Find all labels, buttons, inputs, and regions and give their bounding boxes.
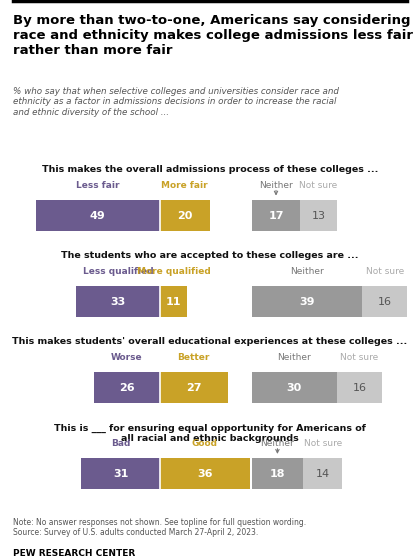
Text: 20: 20 [177,211,192,221]
Text: Neither: Neither [260,439,294,448]
Bar [160,372,228,403]
Text: More fair: More fair [161,181,208,190]
Text: 11: 11 [166,297,181,307]
Bar [252,372,337,403]
Text: Not sure: Not sure [340,353,378,362]
Bar [160,200,210,231]
Bar [36,200,160,231]
Bar [300,200,337,231]
Text: Good: Good [192,439,218,448]
Text: Better: Better [177,353,210,362]
Text: Worse: Worse [111,353,143,362]
Text: 16: 16 [352,383,366,393]
Text: 49: 49 [90,211,106,221]
Text: Not sure: Not sure [366,267,404,276]
Text: 33: 33 [110,297,126,307]
Text: % who say that when selective colleges and universities consider race and
ethnic: % who say that when selective colleges a… [13,87,339,116]
Text: 26: 26 [119,383,135,393]
Text: Neither: Neither [278,353,311,362]
Text: By more than two-to-one, Americans say considering
race and ethnicity makes coll: By more than two-to-one, Americans say c… [13,14,412,57]
Text: Less qualified: Less qualified [83,267,153,276]
Text: Neither: Neither [259,181,293,190]
Bar [303,459,342,489]
Bar [252,200,300,231]
Text: 13: 13 [311,211,326,221]
Text: The students who are accepted to these colleges are ...: The students who are accepted to these c… [61,251,359,260]
Bar [252,459,303,489]
Text: 36: 36 [197,469,213,479]
Text: 39: 39 [299,297,315,307]
Text: 14: 14 [315,469,330,479]
Text: This makes the overall admissions process of these colleges ...: This makes the overall admissions proces… [42,165,378,174]
Text: 18: 18 [270,469,285,479]
Bar [160,459,250,489]
Text: This is ___ for ensuring equal opportunity for Americans of
all racial and ethni: This is ___ for ensuring equal opportuni… [54,423,366,443]
Text: Not sure: Not sure [299,181,338,190]
Text: Note: No answer responses not shown. See topline for full question wording.
Sour: Note: No answer responses not shown. See… [13,518,306,538]
Text: Neither: Neither [290,267,324,276]
Text: 17: 17 [268,211,284,221]
Text: 31: 31 [113,469,128,479]
Text: 27: 27 [186,383,201,393]
Text: This makes students' overall educational experiences at these colleges ...: This makes students' overall educational… [12,337,408,347]
Bar [252,286,362,317]
Text: Bad: Bad [111,439,130,448]
Text: 30: 30 [287,383,302,393]
Bar [362,286,407,317]
Text: PEW RESEARCH CENTER: PEW RESEARCH CENTER [13,549,135,558]
Text: Less fair: Less fair [76,181,120,190]
Text: 16: 16 [378,297,392,307]
Bar [94,372,160,403]
Bar [81,459,160,489]
Bar [76,286,160,317]
Bar [337,372,382,403]
Text: More qualified: More qualified [136,267,210,276]
Text: Not sure: Not sure [304,439,342,448]
Bar [160,286,187,317]
